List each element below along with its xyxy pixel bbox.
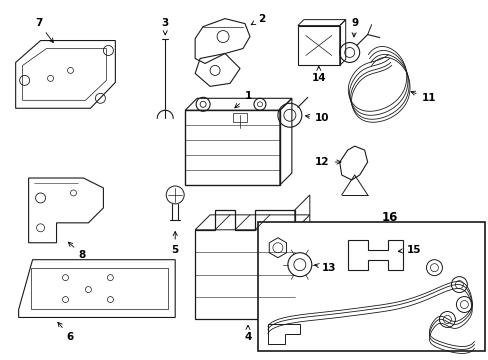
Text: 16: 16 — [381, 211, 397, 224]
Text: 7: 7 — [35, 18, 53, 42]
Text: 3: 3 — [161, 18, 168, 35]
Text: 14: 14 — [311, 66, 325, 84]
Bar — [258, 222, 484, 351]
Text: 12: 12 — [315, 157, 340, 167]
Text: 5: 5 — [171, 231, 179, 255]
Text: 11: 11 — [410, 91, 435, 103]
Text: 15: 15 — [397, 245, 420, 255]
Text: 2: 2 — [251, 14, 264, 25]
Text: 10: 10 — [305, 113, 328, 123]
Text: 6: 6 — [58, 322, 74, 342]
Text: 8: 8 — [68, 242, 86, 260]
Text: 1: 1 — [234, 91, 251, 108]
Text: 13: 13 — [314, 263, 336, 273]
Text: 9: 9 — [350, 18, 358, 37]
Text: 4: 4 — [244, 325, 251, 342]
